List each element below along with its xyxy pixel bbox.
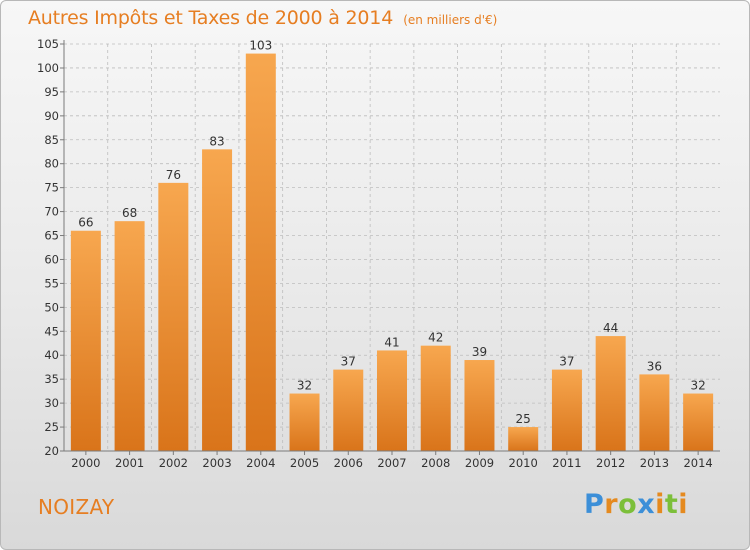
axes: 20 25 30 35 40 45 50 55 60 65 70 75 80 85 90 95 100 105 20…	[37, 37, 720, 470]
x-tick-label: 2009	[465, 456, 494, 470]
brand-letter: x	[637, 489, 656, 520]
x-tick-label: 2007	[377, 456, 406, 470]
x-tick-label: 2013	[640, 456, 669, 470]
x-tick-label: 2000	[71, 456, 100, 470]
y-tick-label: 55	[44, 276, 59, 290]
bar	[114, 221, 145, 451]
x-tick-label: 2011	[552, 456, 581, 470]
x-tick-label: 2006	[334, 456, 363, 470]
brand-letter: o	[618, 489, 638, 520]
x-tick-label: 2008	[421, 456, 450, 470]
bar	[595, 336, 626, 451]
x-tick-label: 2001	[115, 456, 144, 470]
place-name: NOIZAY	[38, 495, 115, 519]
bar	[551, 369, 582, 451]
bar	[333, 369, 364, 451]
bar	[245, 53, 276, 451]
x-tick-label: 2003	[202, 456, 231, 470]
y-tick-label: 85	[44, 133, 59, 147]
y-tick-label: 100	[37, 61, 59, 75]
brand-letter: P	[584, 489, 605, 520]
y-tick-label: 105	[37, 37, 59, 51]
x-tick-label: 2010	[509, 456, 538, 470]
bar-value-label: 83	[209, 134, 224, 148]
chart-title-row: Autres Impôts et Taxes de 2000 à 2014 (e…	[28, 7, 497, 29]
y-tick-label: 20	[44, 444, 59, 458]
bar-value-label: 37	[559, 355, 574, 369]
y-tick-label: 35	[44, 372, 59, 386]
bar-value-label: 32	[297, 379, 312, 393]
y-tick-label: 90	[44, 109, 59, 123]
bar-value-label: 103	[249, 39, 272, 53]
y-tick-label: 60	[44, 252, 59, 266]
bar-value-label: 32	[690, 379, 705, 393]
bar	[508, 427, 539, 451]
bar	[202, 149, 233, 451]
bar-value-label: 68	[122, 206, 137, 220]
y-tick-label: 25	[44, 420, 59, 434]
bar-value-label: 41	[384, 335, 399, 349]
y-tick-label: 70	[44, 205, 59, 219]
y-tick-label: 75	[44, 181, 59, 195]
bars: 66 68 76 83 103 32 37 41 42 39 25 37 44 36 32	[70, 39, 714, 451]
bar-value-label: 42	[428, 331, 443, 345]
x-tick-label: 2012	[596, 456, 625, 470]
x-tick-label: 2002	[159, 456, 188, 470]
bar-value-label: 25	[516, 412, 531, 426]
y-tick-label: 95	[44, 85, 59, 99]
x-tick-label: 2005	[290, 456, 319, 470]
chart-title: Autres Impôts et Taxes de 2000 à 2014	[28, 7, 394, 29]
bar	[158, 182, 189, 451]
bar-value-label: 44	[603, 321, 618, 335]
bar-value-label: 39	[472, 345, 487, 359]
y-tick-label: 50	[44, 300, 59, 314]
bar	[464, 360, 495, 451]
bar	[289, 393, 320, 451]
y-tick-label: 30	[44, 396, 59, 410]
chart-subtitle: (en milliers d'€)	[403, 13, 498, 27]
brand-letter: i	[678, 489, 689, 520]
brand-letter: r	[604, 489, 619, 520]
bar-value-label: 66	[78, 216, 93, 230]
brand-logo: Proxiti	[584, 489, 688, 520]
bar	[639, 374, 670, 451]
x-tick-label: 2014	[683, 456, 712, 470]
y-tick-label: 65	[44, 229, 59, 243]
bar-value-label: 76	[166, 168, 181, 182]
y-tick-label: 45	[44, 324, 59, 338]
y-tick-label: 40	[44, 348, 59, 362]
brand-letter: t	[664, 489, 679, 520]
bar	[377, 350, 407, 451]
x-tick-label: 2004	[246, 456, 275, 470]
brand-letter: i	[655, 489, 665, 520]
bar-value-label: 36	[647, 359, 662, 373]
bar	[70, 230, 101, 451]
bar-value-label: 37	[341, 355, 356, 369]
bar	[420, 345, 451, 451]
y-tick-label: 80	[44, 157, 59, 171]
bar	[683, 393, 714, 451]
